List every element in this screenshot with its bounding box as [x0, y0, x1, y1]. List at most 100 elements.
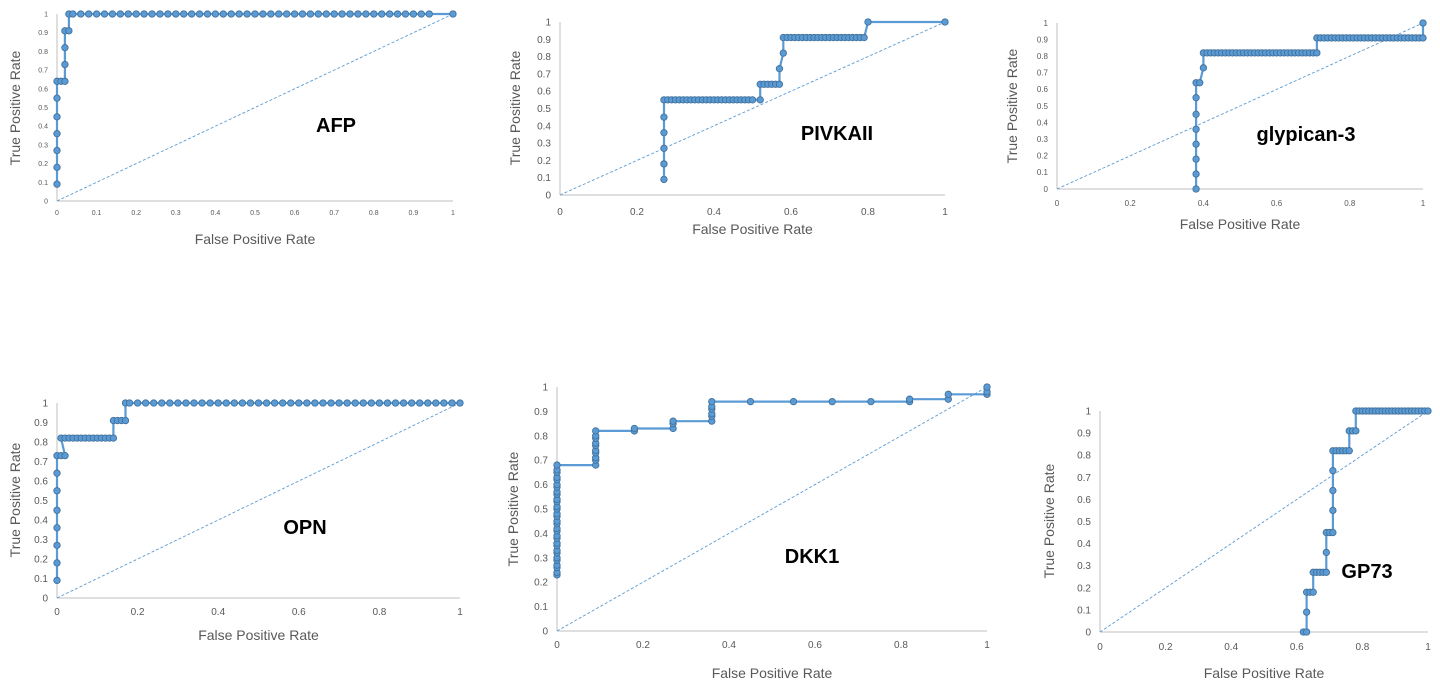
x-tick-label: 0.6 — [290, 210, 300, 217]
reference-diagonal-line — [1056, 22, 1424, 190]
roc-data-point — [346, 10, 354, 18]
roc-data-point — [1192, 125, 1200, 133]
roc-data-point — [214, 399, 222, 407]
x-tick-label: 0.2 — [1125, 199, 1137, 208]
x-axis-title: False Positive Rate — [1180, 216, 1301, 232]
roc-data-point — [283, 10, 291, 18]
roc-data-point — [416, 399, 424, 407]
y-tick-label: 0.5 — [537, 104, 551, 115]
roc-data-point — [182, 399, 190, 407]
roc-data-point — [270, 399, 279, 407]
x-tick-label: 0.4 — [1198, 199, 1210, 208]
y-tick-label: 0.4 — [537, 121, 551, 132]
reference-diagonal-line — [556, 386, 988, 632]
roc-data-point — [1192, 140, 1200, 148]
reference-diagonal-line — [559, 21, 946, 196]
roc-data-point — [553, 461, 561, 469]
y-tick-label: 0.2 — [34, 555, 48, 566]
y-tick-label: 1 — [44, 11, 48, 18]
roc-data-point — [660, 160, 668, 168]
roc-data-point — [125, 399, 134, 407]
x-axis-title: False Positive Rate — [198, 627, 319, 643]
roc-data-point — [203, 10, 212, 18]
reference-diagonal-line — [1099, 410, 1429, 633]
y-tick-label: 0 — [42, 594, 48, 605]
roc-data-point — [132, 10, 140, 18]
y-tick-label: 0.9 — [38, 30, 48, 37]
y-tick-label: 0.3 — [34, 535, 48, 546]
y-tick-label: 0.6 — [534, 480, 548, 491]
roc-data-point — [206, 399, 214, 407]
roc-data-point — [1192, 170, 1200, 178]
roc-data-point — [1302, 608, 1311, 616]
y-tick-label: 0.1 — [38, 180, 48, 187]
roc-data-point — [407, 399, 416, 407]
roc-data-point — [330, 10, 338, 18]
roc-chart-gp73: 0 0.2 0.4 0.6 0.8 1 0 0.1 0.2 0.3 0.4 0.5 0.6 0.7 0.8 0… — [1041, 407, 1432, 681]
roc-data-point — [351, 399, 359, 407]
roc-data-point — [385, 10, 394, 18]
roc-data-point — [53, 113, 61, 121]
roc-data-point — [116, 10, 125, 18]
y-tick-label: 0.2 — [38, 161, 48, 168]
roc-data-point — [53, 146, 61, 155]
y-tick-label: 0.3 — [537, 139, 551, 150]
x-axis-title: False Positive Rate — [195, 231, 316, 247]
y-tick-label: 0 — [545, 191, 551, 202]
x-tick-label: 0.8 — [369, 210, 379, 217]
chart-title: OPN — [283, 517, 326, 539]
roc-data-point — [235, 10, 243, 18]
roc-data-point — [187, 10, 196, 18]
y-tick-label: 0.8 — [534, 431, 548, 442]
x-tick-label: 0.8 — [861, 207, 875, 218]
x-tick-label: 0.6 — [1290, 642, 1304, 653]
roc-data-point — [432, 399, 440, 407]
roc-series-line — [555, 387, 989, 575]
roc-data-point — [195, 10, 204, 18]
chart-title: DKK1 — [785, 546, 839, 568]
roc-data-point — [140, 10, 148, 18]
roc-series-line — [1194, 23, 1425, 189]
roc-data-point — [133, 399, 142, 407]
roc-data-point — [53, 541, 61, 549]
x-tick-label: 0 — [1097, 642, 1103, 653]
x-tick-label: 0.5 — [250, 210, 260, 217]
x-tick-label: 0.6 — [808, 640, 822, 651]
roc-chart-glypican-3: 0 0.2 0.4 0.6 0.8 1 0 0.1 0.2 0.3 0.4 0.5 0.6 0.7 0.8 0… — [1004, 19, 1427, 232]
x-tick-label: 0.8 — [1344, 199, 1356, 208]
roc-data-point — [287, 399, 295, 407]
roc-data-point — [354, 10, 362, 18]
y-tick-label: 0.5 — [1077, 517, 1091, 528]
roc-data-point — [905, 395, 914, 403]
y-tick-label: 0.7 — [38, 68, 48, 75]
y-tick-label: 0.8 — [537, 52, 551, 63]
roc-data-point — [262, 399, 271, 407]
roc-data-point — [941, 18, 949, 26]
roc-data-point — [121, 416, 130, 425]
x-tick-label: 0 — [1055, 199, 1060, 208]
y-tick-label: 0.3 — [1037, 135, 1049, 144]
y-tick-label: 0.9 — [534, 407, 548, 418]
x-tick-label: 0.2 — [131, 210, 141, 217]
x-tick-label: 0.7 — [329, 210, 339, 217]
roc-data-point — [375, 399, 384, 407]
roc-data-point — [393, 10, 402, 18]
roc-data-point — [860, 33, 868, 42]
y-tick-label: 0 — [1044, 185, 1049, 194]
roc-data-point — [259, 10, 267, 18]
y-tick-label: 0 — [1085, 628, 1091, 639]
y-tick-label: 0.2 — [537, 156, 551, 167]
x-tick-label: 0.9 — [409, 210, 419, 217]
roc-data-point — [100, 10, 109, 18]
roc-data-point — [124, 10, 132, 18]
y-tick-label: 0.7 — [537, 69, 551, 80]
roc-data-point — [1192, 94, 1200, 102]
y-tick-label: 0 — [44, 198, 48, 205]
roc-data-point — [391, 399, 400, 407]
roc-data-point — [158, 399, 166, 407]
roc-data-point — [306, 10, 315, 18]
roc-data-point — [166, 399, 174, 407]
roc-data-point — [53, 180, 61, 188]
roc-data-point — [295, 399, 303, 407]
x-tick-label: 0 — [554, 640, 560, 651]
